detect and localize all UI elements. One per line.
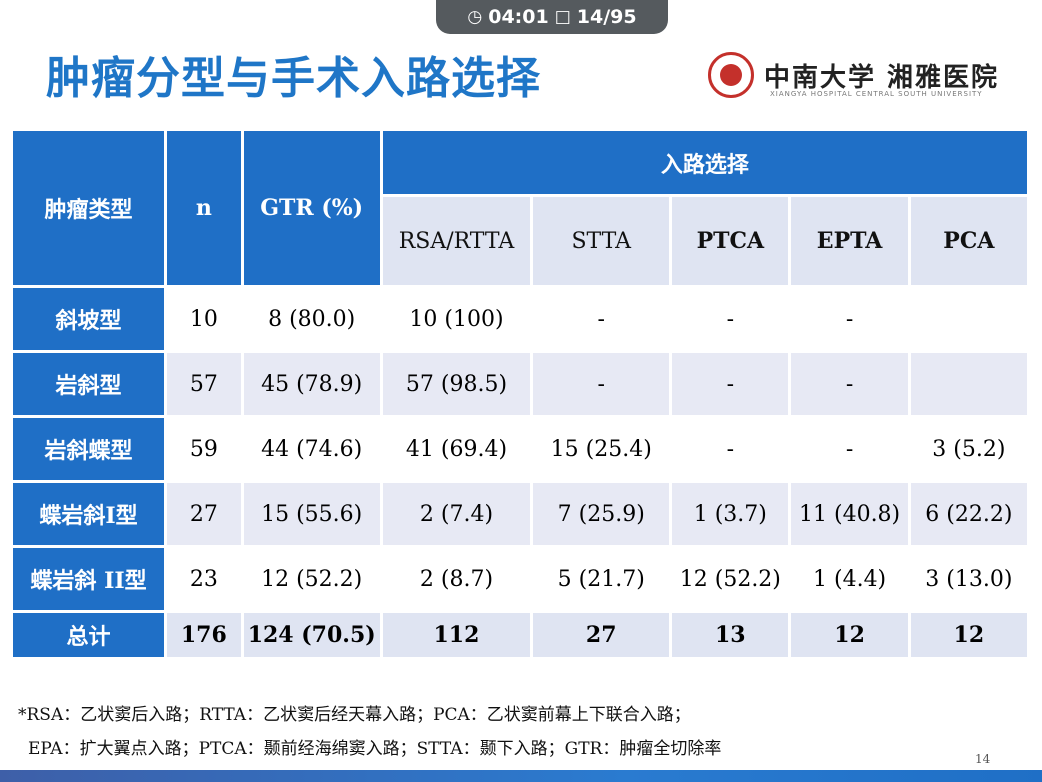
page-icon: □ xyxy=(554,7,571,27)
table-row: 蝶岩斜I型 27 15 (55.6) 2 (7.4) 7 (25.9) 1 (3… xyxy=(13,483,1027,545)
cell-gtr: 15 (55.6) xyxy=(243,483,380,545)
header-tumor-type: 肿瘤类型 xyxy=(13,131,165,285)
row-label-total: 总计 xyxy=(13,613,165,657)
table-row: 蝶岩斜 II型 23 12 (52.2) 2 (8.7) 5 (21.7) 12… xyxy=(13,548,1027,610)
row-label: 岩斜型 xyxy=(13,353,165,415)
page-counter: 14/95 xyxy=(576,6,637,28)
table-row: 岩斜型 57 45 (78.9) 57 (98.5) - - - xyxy=(13,353,1027,415)
cell-gtr: 44 (74.6) xyxy=(243,418,380,480)
page-number: 14 xyxy=(975,752,991,766)
header-approach: 入路选择 xyxy=(382,131,1027,194)
cell-gtr: 8 (80.0) xyxy=(243,288,380,350)
cell-pca xyxy=(910,288,1027,350)
cell-ptca: 12 (52.2) xyxy=(672,548,789,610)
total-row: 总计 176 124 (70.5) 112 27 13 12 12 xyxy=(13,613,1027,657)
hospital-logo: 中南大学 湘雅医院 xyxy=(708,52,999,98)
cell-n: 27 xyxy=(167,483,241,545)
cell-ptca: 13 xyxy=(672,613,789,657)
approach-table: 肿瘤类型 n GTR (%) 入路选择 RSA/RTTA STTA PTCA E… xyxy=(10,128,1030,660)
seal-icon xyxy=(708,52,754,98)
cell-n: 10 xyxy=(167,288,241,350)
cell-gtr: 12 (52.2) xyxy=(243,548,380,610)
cell-ptca: - xyxy=(672,288,789,350)
cell-rsa-rtta: 2 (7.4) xyxy=(382,483,531,545)
cell-n: 176 xyxy=(167,613,241,657)
cell-gtr: 124 (70.5) xyxy=(243,613,380,657)
cell-n: 57 xyxy=(167,353,241,415)
cell-stta: - xyxy=(533,288,670,350)
cell-epta: 1 (4.4) xyxy=(791,548,908,610)
cell-pca: 12 xyxy=(910,613,1027,657)
cell-stta: 27 xyxy=(533,613,670,657)
table-row: 岩斜蝶型 59 44 (74.6) 41 (69.4) 15 (25.4) - … xyxy=(13,418,1027,480)
cell-pca xyxy=(910,353,1027,415)
row-label: 斜坡型 xyxy=(13,288,165,350)
footnote-line-2: EPA：扩大翼点入路；PTCA：颞前经海绵窦入路；STTA：颞下入路；GTR：肿… xyxy=(28,739,722,759)
cell-n: 59 xyxy=(167,418,241,480)
cell-ptca: 1 (3.7) xyxy=(672,483,789,545)
cell-ptca: - xyxy=(672,418,789,480)
row-label: 蝶岩斜I型 xyxy=(13,483,165,545)
footnote: *RSA：乙状窦后入路；RTTA：乙状窦后经天幕入路；PCA：乙状窦前幕上下联合… xyxy=(18,698,721,766)
cell-rsa-rtta: 41 (69.4) xyxy=(382,418,531,480)
header-stta: STTA xyxy=(533,197,670,285)
header-epta: EPTA xyxy=(791,197,908,285)
cell-pca: 3 (13.0) xyxy=(910,548,1027,610)
playback-overlay: ◷ 04:01 □ 14/95 xyxy=(436,0,668,34)
slide-title: 肿瘤分型与手术入路选择 xyxy=(46,53,541,104)
row-label: 蝶岩斜 II型 xyxy=(13,548,165,610)
footnote-line-1: *RSA：乙状窦后入路；RTTA：乙状窦后经天幕入路；PCA：乙状窦前幕上下联合… xyxy=(18,705,691,725)
header-pca: PCA xyxy=(910,197,1027,285)
cell-n: 23 xyxy=(167,548,241,610)
cell-stta: 5 (21.7) xyxy=(533,548,670,610)
cell-stta: - xyxy=(533,353,670,415)
cell-pca: 6 (22.2) xyxy=(910,483,1027,545)
cell-epta: - xyxy=(791,353,908,415)
header-rsa-rtta: RSA/RTTA xyxy=(382,197,531,285)
cell-epta: - xyxy=(791,288,908,350)
cell-epta: 11 (40.8) xyxy=(791,483,908,545)
cell-ptca: - xyxy=(672,353,789,415)
cell-rsa-rtta: 112 xyxy=(382,613,531,657)
header-ptca: PTCA xyxy=(672,197,789,285)
cell-gtr: 45 (78.9) xyxy=(243,353,380,415)
header-gtr: GTR (%) xyxy=(243,131,380,285)
logo-subtitle: XIANGYA HOSPITAL CENTRAL SOUTH UNIVERSIT… xyxy=(770,90,983,98)
cell-rsa-rtta: 10 (100) xyxy=(382,288,531,350)
bottom-accent-bar xyxy=(0,770,1042,782)
logo-text: 中南大学 湘雅医院 xyxy=(764,62,1000,93)
clock-icon: ◷ xyxy=(467,7,483,27)
cell-pca: 3 (5.2) xyxy=(910,418,1027,480)
time-label: 04:01 xyxy=(488,6,549,28)
cell-rsa-rtta: 2 (8.7) xyxy=(382,548,531,610)
cell-epta: 12 xyxy=(791,613,908,657)
table-row: 斜坡型 10 8 (80.0) 10 (100) - - - xyxy=(13,288,1027,350)
cell-stta: 7 (25.9) xyxy=(533,483,670,545)
cell-rsa-rtta: 57 (98.5) xyxy=(382,353,531,415)
header-n: n xyxy=(167,131,241,285)
cell-stta: 15 (25.4) xyxy=(533,418,670,480)
cell-epta: - xyxy=(791,418,908,480)
row-label: 岩斜蝶型 xyxy=(13,418,165,480)
